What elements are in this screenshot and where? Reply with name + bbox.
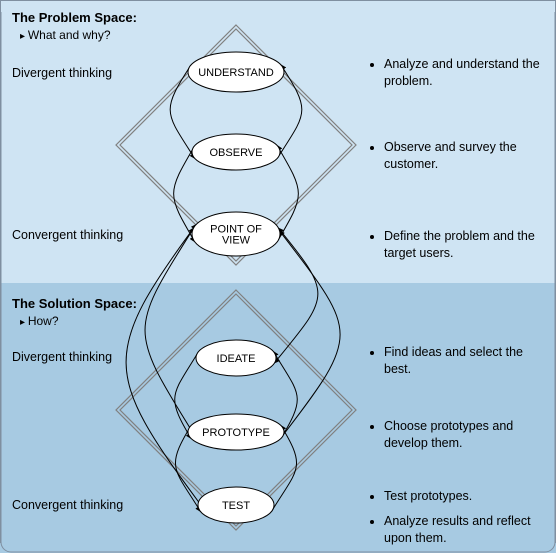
solution-space-question: How? — [20, 314, 59, 328]
bullet-item: Test prototypes. — [384, 488, 546, 505]
solution-convergent-label: Convergent thinking — [12, 498, 123, 512]
svg-text:TEST: TEST — [222, 500, 250, 512]
svg-text:UNDERSTAND: UNDERSTAND — [198, 67, 274, 79]
problem-space-question: What and why? — [20, 28, 111, 42]
bullets-test: Test prototypes. Analyze results and refl… — [368, 488, 546, 553]
bullet-item: Analyze results and reflect upon them. — [384, 513, 546, 547]
bullet-item: Define the problem and the target users. — [384, 228, 546, 262]
problem-convergent-label: Convergent thinking — [12, 228, 123, 242]
svg-text:VIEW: VIEW — [222, 235, 251, 247]
bullet-item: Observe and survey the customer. — [384, 139, 546, 173]
bullets-ideate: Find ideas and select the best. — [368, 344, 546, 386]
bullets-observe: Observe and survey the customer. — [368, 139, 546, 181]
bullets-understand: Analyze and understand the problem. — [368, 56, 546, 98]
problem-space-title: The Problem Space: — [12, 10, 137, 25]
bullets-pov: Define the problem and the target users. — [368, 228, 546, 270]
bullet-item: Choose prototypes and develop them. — [384, 418, 546, 452]
svg-text:PROTOTYPE: PROTOTYPE — [202, 427, 270, 439]
svg-text:OBSERVE: OBSERVE — [210, 147, 263, 159]
svg-text:IDEATE: IDEATE — [217, 353, 256, 365]
bullets-prototype: Choose prototypes and develop them. — [368, 418, 546, 460]
diagram-root: UNDERSTANDOBSERVEPOINT OFVIEWIDEATEPROTO… — [0, 0, 556, 553]
bullet-item: Find ideas and select the best. — [384, 344, 546, 378]
problem-divergent-label: Divergent thinking — [12, 66, 112, 80]
solution-divergent-label: Divergent thinking — [12, 350, 112, 364]
bullet-item: Analyze and understand the problem. — [384, 56, 546, 90]
solution-space-title: The Solution Space: — [12, 296, 137, 311]
